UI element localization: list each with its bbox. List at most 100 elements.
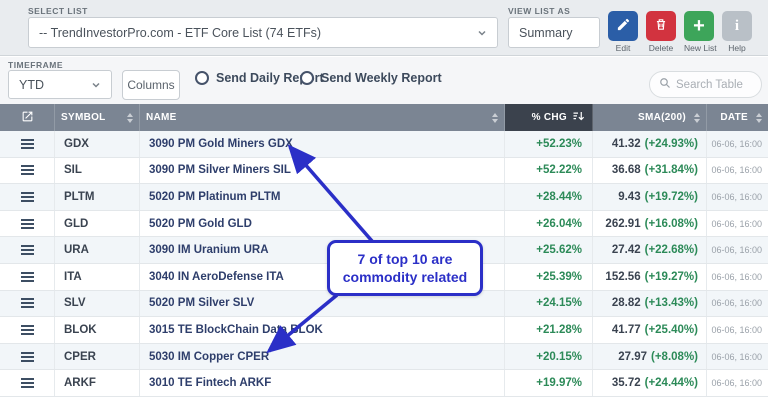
new-list-button[interactable]: + [684, 11, 714, 41]
name-link[interactable]: 3040 IN AeroDefense ITA [140, 263, 505, 290]
sma-value: 28.82 [611, 297, 641, 310]
view-list-as-label: VIEW LIST AS [508, 6, 571, 16]
search-table-box[interactable] [649, 71, 762, 98]
name-column-header[interactable]: NAME [140, 104, 505, 131]
hamburger-menu-icon [20, 165, 34, 176]
symbol-cell: SIL [55, 157, 140, 184]
radio-circle-icon [300, 71, 314, 85]
new-list-button-label: New List [684, 43, 717, 53]
table-header-row: SYMBOL NAME % CHG SMA(200) DATE [0, 104, 768, 131]
row-menu-button[interactable] [0, 237, 55, 263]
name-link[interactable]: 3015 TE BlockChain Data BLOK [140, 317, 505, 343]
timeframe-dropdown[interactable]: YTD [8, 70, 112, 99]
hamburger-menu-icon [20, 138, 34, 149]
symbol-column-header[interactable]: SYMBOL [55, 104, 140, 131]
info-icon: i [734, 17, 740, 34]
pct-chg-column-header-sorted[interactable]: % CHG [505, 104, 593, 131]
select-list-label: SELECT LIST [28, 6, 88, 16]
hamburger-menu-icon [20, 218, 34, 229]
radio-circle-icon [195, 71, 209, 85]
table-row: GLD 5020 PM Gold GLD +26.04% 262.91 (+16… [0, 210, 768, 238]
row-menu-button[interactable] [0, 263, 55, 290]
send-weekly-report-label: Send Weekly Report [321, 71, 442, 85]
sma-pct-change: (+24.44%) [644, 377, 698, 390]
pencil-icon [616, 17, 631, 35]
sma-value: 9.43 [618, 190, 641, 203]
table-body: GDX 3090 PM Gold Miners GDX +52.23% 41.3… [0, 131, 768, 397]
pct-chg-cell: +19.97% [505, 370, 593, 396]
symbol-cell: GDX [55, 131, 140, 157]
table-row: ARKF 3010 TE Fintech ARKF +19.97% 35.72 … [0, 370, 768, 397]
name-link[interactable]: 5030 IM Copper CPER [140, 343, 505, 370]
date-header-label: DATE [720, 112, 748, 123]
chevron-down-icon [477, 28, 487, 38]
row-menu-button[interactable] [0, 157, 55, 184]
sma-pct-change: (+25.40%) [644, 323, 698, 336]
send-daily-report-radio[interactable]: Send Daily Report [195, 71, 324, 85]
table-row: GDX 3090 PM Gold Miners GDX +52.23% 41.3… [0, 131, 768, 158]
annotation-line-1: 7 of top 10 are [357, 250, 453, 267]
sma200-cell: 41.32 (+24.93%) [593, 131, 707, 157]
row-menu-button[interactable] [0, 317, 55, 343]
name-link[interactable]: 3090 PM Silver Miners SIL [140, 157, 505, 184]
plus-icon: + [693, 15, 705, 37]
pct-chg-cell: +24.15% [505, 290, 593, 317]
name-link[interactable]: 3090 PM Gold Miners GDX [140, 131, 505, 157]
sma-value: 41.77 [611, 323, 641, 336]
name-link[interactable]: 3090 IM Uranium URA [140, 237, 505, 263]
name-link[interactable]: 3010 TE Fintech ARKF [140, 370, 505, 396]
hamburger-menu-icon [20, 298, 34, 309]
columns-button[interactable]: Columns [122, 70, 180, 100]
name-link[interactable]: 5020 PM Silver SLV [140, 290, 505, 317]
pct-chg-cell: +21.28% [505, 317, 593, 343]
name-link[interactable]: 5020 PM Platinum PLTM [140, 184, 505, 210]
row-menu-button[interactable] [0, 343, 55, 370]
hamburger-menu-icon [20, 324, 34, 335]
select-list-dropdown[interactable]: -- TrendInvestorPro.com - ETF Core List … [28, 17, 498, 48]
date-cell: 06-06, 16:00 [711, 165, 762, 176]
row-menu-button[interactable] [0, 210, 55, 237]
row-menu-button[interactable] [0, 370, 55, 396]
sma-pct-change: (+24.93%) [644, 137, 698, 150]
send-daily-report-label: Send Daily Report [216, 71, 324, 85]
date-cell: 06-06, 16:00 [711, 324, 762, 335]
sma200-cell: 41.77 (+25.40%) [593, 317, 707, 343]
symbol-cell: PLTM [55, 184, 140, 210]
sma200-cell: 27.42 (+22.68%) [593, 237, 707, 263]
table-row: SLV 5020 PM Silver SLV +24.15% 28.82 (+1… [0, 290, 768, 318]
date-cell: 06-06, 16:00 [711, 378, 762, 389]
date-column-header[interactable]: DATE [707, 104, 768, 131]
sort-both-icon [756, 112, 762, 123]
sma200-column-header[interactable]: SMA(200) [593, 104, 707, 131]
help-button[interactable]: i [722, 11, 752, 41]
symbol-cell: CPER [55, 343, 140, 370]
sma-pct-change: (+19.27%) [644, 270, 698, 283]
search-icon [659, 76, 671, 94]
row-menu-button[interactable] [0, 290, 55, 317]
view-list-as-dropdown[interactable]: Summary [508, 17, 600, 48]
edit-button[interactable] [608, 11, 638, 41]
sma200-cell: 9.43 (+19.72%) [593, 184, 707, 210]
send-weekly-report-radio[interactable]: Send Weekly Report [300, 71, 442, 85]
sma200-cell: 262.91 (+16.08%) [593, 210, 707, 237]
sma200-cell: 35.72 (+24.44%) [593, 370, 707, 396]
delete-button[interactable] [646, 11, 676, 41]
sma-pct-change: (+13.43%) [644, 297, 698, 310]
row-menu-button[interactable] [0, 131, 55, 157]
top-bar: SELECT LIST -- TrendInvestorPro.com - ET… [0, 0, 768, 56]
sma-value: 36.68 [611, 164, 641, 177]
date-cell: 06-06, 16:00 [711, 191, 762, 202]
search-table-input[interactable] [676, 78, 756, 91]
symbol-cell: ITA [55, 263, 140, 290]
sma200-cell: 28.82 (+13.43%) [593, 290, 707, 317]
sma200-cell: 27.97 (+8.08%) [593, 343, 707, 370]
pct-chg-cell: +26.04% [505, 210, 593, 237]
open-column-header[interactable] [0, 104, 55, 131]
name-link[interactable]: 5020 PM Gold GLD [140, 210, 505, 237]
row-menu-button[interactable] [0, 184, 55, 210]
symbol-cell: BLOK [55, 317, 140, 343]
symbol-header-label: SYMBOL [61, 112, 106, 123]
table-row: CPER 5030 IM Copper CPER +20.15% 27.97 (… [0, 343, 768, 371]
hamburger-menu-icon [20, 245, 34, 256]
